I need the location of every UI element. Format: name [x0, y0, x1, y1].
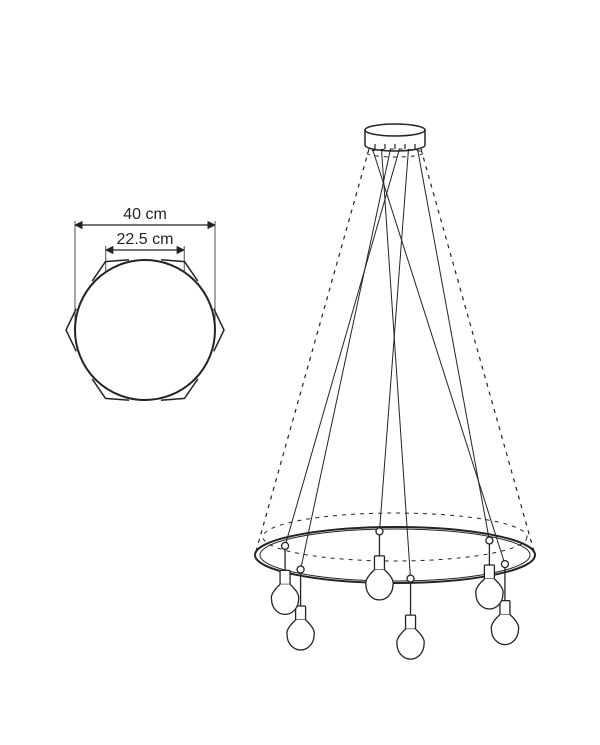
outer-diameter-label: 40 cm [123, 206, 167, 223]
side-view [255, 124, 535, 659]
top-view: 40 cm 22.5 cm [66, 206, 224, 400]
technical-drawing: 40 cm 22.5 cm [0, 0, 600, 745]
inner-diameter-label: 22.5 cm [117, 231, 174, 248]
